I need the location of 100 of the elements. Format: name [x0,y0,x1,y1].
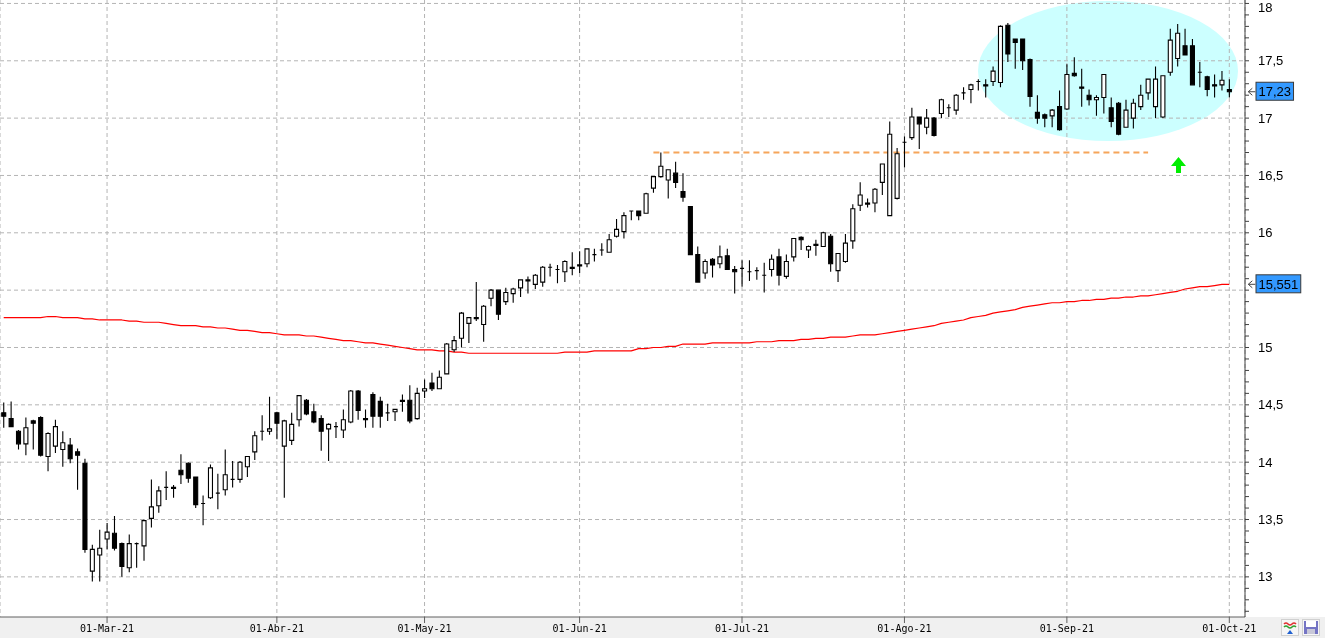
candlestick [52,419,58,454]
candlestick [377,396,383,429]
candlestick [1116,101,1122,136]
y-tick-label: 13,5 [1258,512,1284,528]
candlestick [532,273,538,290]
candlestick [562,259,568,283]
candlestick [1219,70,1225,92]
candlestick [687,205,693,256]
candlestick [879,163,885,196]
candlestick [119,541,125,578]
candlestick [828,233,834,273]
x-tick-label: 01-Sep-21 [1039,622,1094,634]
x-tick-label: 01-May-21 [397,622,452,634]
candlestick [178,453,184,485]
candlestick [547,263,553,277]
candlestick [1,401,7,429]
candlestick [658,151,664,179]
candlestick [148,478,154,529]
candlestick [1086,88,1092,107]
candlestick [636,210,642,221]
candlestick [466,317,472,344]
candlestick [739,259,745,288]
candlestick [518,279,524,298]
candlestick [614,218,620,238]
candlestick [754,266,760,281]
candlestick [1079,68,1085,108]
candlestick [1071,56,1077,78]
candlestick [429,372,435,392]
candlestick [695,246,701,283]
candlestick [872,187,878,213]
candlestick [296,395,302,428]
candlestick [392,408,398,422]
candlestick [193,476,199,509]
candlestick [38,415,44,457]
candlestick [983,78,989,99]
candlestick [769,254,775,277]
candlestick [67,437,73,464]
candlestick [414,387,420,421]
y-tick-label: 16,5 [1258,168,1284,184]
candlestick [318,414,324,452]
candlestick [274,411,280,440]
candlestick [990,65,996,87]
candlestick [650,176,657,194]
candlestick [946,103,952,118]
candlestick [931,116,937,138]
candlestick [422,379,428,399]
x-tick-label: 01-Jul-21 [714,622,770,634]
candlestick [835,252,841,283]
y-tick-label: 17,5 [1258,53,1284,69]
candlestick [901,135,908,168]
candlestick [134,541,140,569]
candlestick [643,192,649,214]
candlestick [665,169,671,199]
candlestick [783,254,789,280]
candlestick [776,248,782,287]
candlestick [407,384,413,424]
candlestick [1005,22,1011,63]
candlestick [1093,94,1100,117]
candlestick [938,98,944,119]
candlestick [89,544,95,582]
candlestick [702,258,708,280]
candlestick [503,287,509,306]
candlestick [333,421,339,439]
candlestick [591,248,597,263]
candlestick [857,181,863,212]
candlestick [222,449,228,496]
candlestick [577,250,583,274]
y-tick-label: 18 [1258,0,1273,15]
candlestick [444,342,450,375]
candlestick [798,235,804,251]
candlestick [724,248,730,271]
candlestick [599,242,605,257]
candlestick [215,473,221,510]
candlestick [1212,73,1218,99]
x-tick-label: 01-Jun-21 [552,622,607,634]
candlestick [540,265,546,288]
candlestick [761,262,767,293]
x-tick-label: 01-Abr-21 [249,622,304,634]
candlestick [1197,61,1203,88]
candlestick [709,257,716,279]
candlestick [370,391,376,429]
candlestick [820,231,826,248]
candlestick [385,403,391,422]
candlestick [104,522,110,550]
candlestick [348,389,354,424]
candlestick [23,416,29,456]
candlestick [200,494,206,526]
x-tick-label: 01-Oct-21 [1202,622,1257,634]
candlestick [1064,63,1070,111]
candlestick [141,518,147,562]
candlestick [60,430,66,468]
candlestick [813,239,819,257]
candlestick [887,121,893,217]
candlestick [1020,38,1026,71]
candlestick [732,265,738,295]
y-tick-label: 13 [1258,569,1273,585]
candlestick [30,419,36,451]
candlestick [8,400,14,428]
candlestick [473,281,479,322]
candlestick [266,396,273,436]
